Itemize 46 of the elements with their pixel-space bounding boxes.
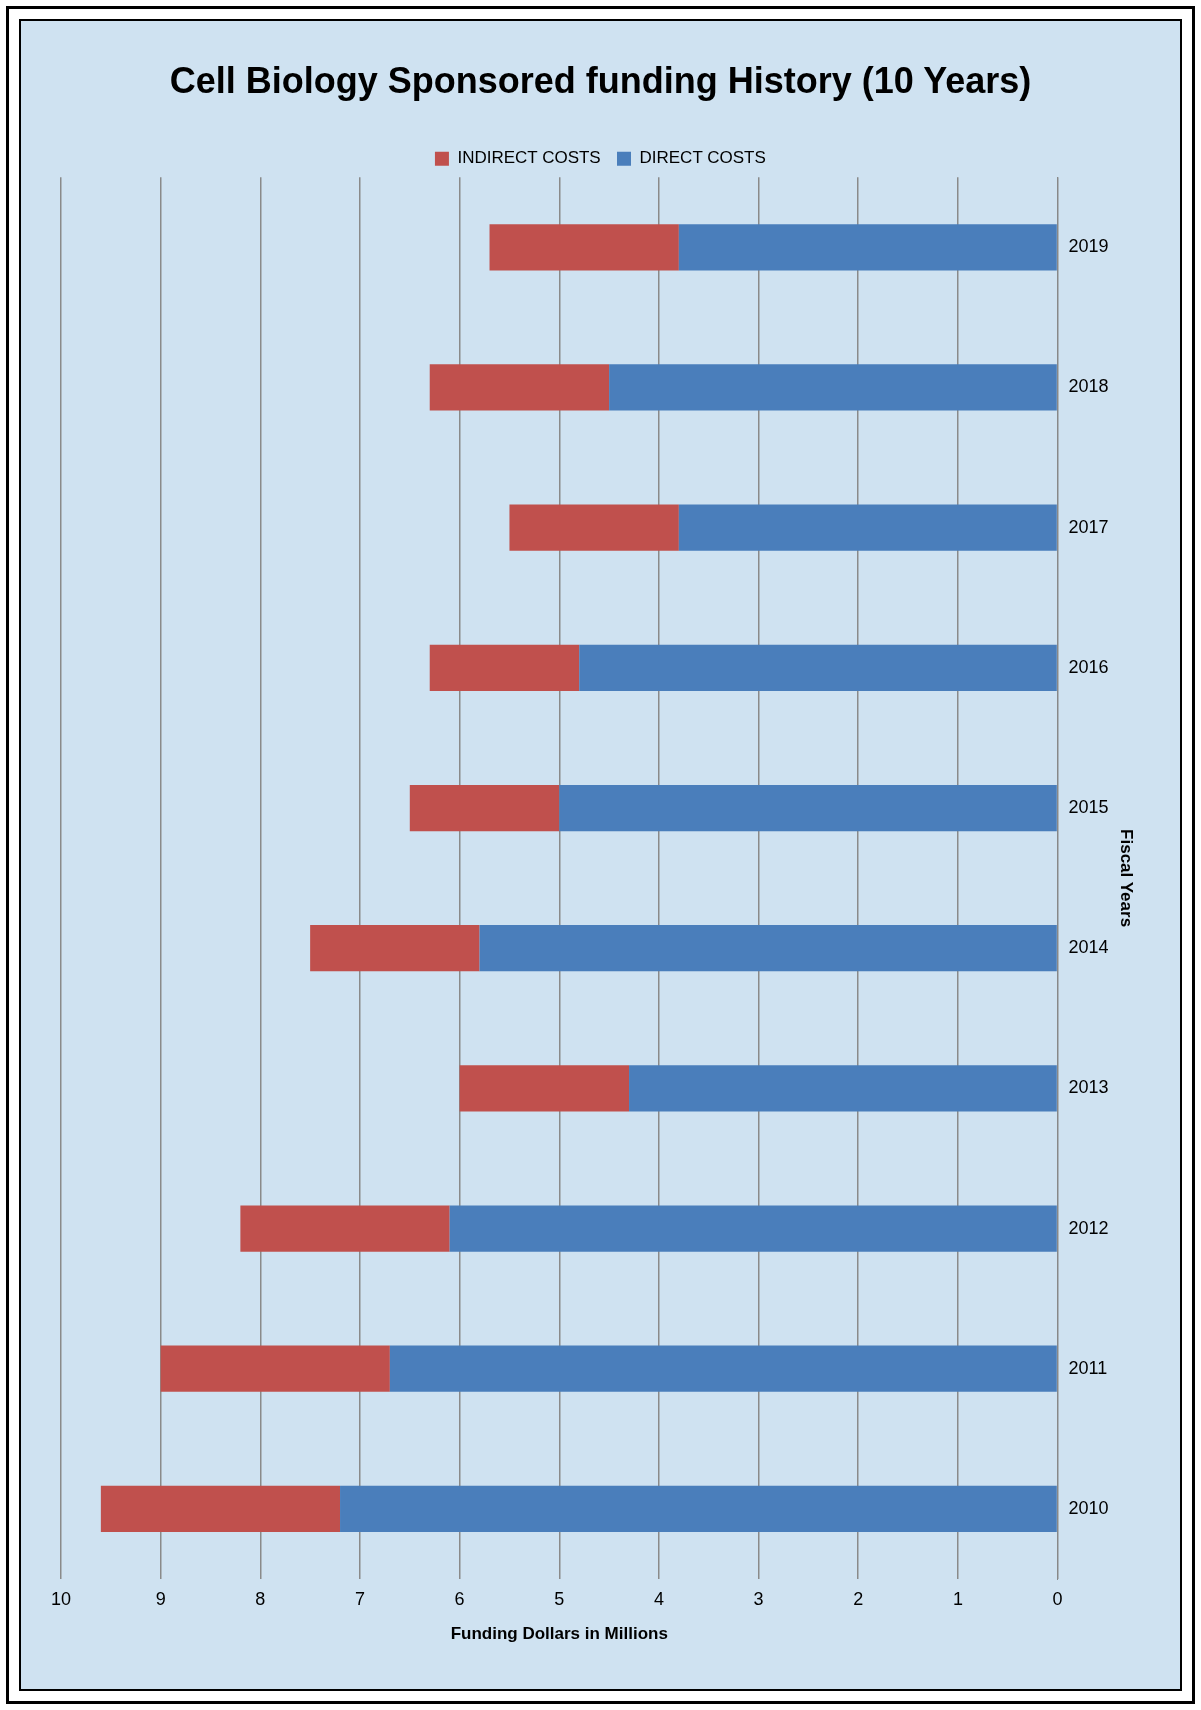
bar — [509, 504, 679, 551]
x-tick-label: 7 — [354, 1588, 365, 1609]
bar — [609, 364, 1057, 411]
bar — [459, 1065, 630, 1112]
bar — [240, 1205, 450, 1252]
bar — [449, 1205, 1057, 1252]
bar — [160, 1345, 390, 1392]
x-tick-label: 4 — [653, 1588, 664, 1609]
bar — [629, 1065, 1057, 1112]
y-tick-label: 2019 — [1068, 236, 1109, 257]
y-tick-label: 2017 — [1068, 516, 1109, 537]
y-tick-label: 2015 — [1068, 796, 1109, 817]
y-tick-label: 2013 — [1068, 1077, 1109, 1098]
bar — [678, 224, 1057, 271]
x-tick-label: 8 — [255, 1588, 266, 1609]
bar — [409, 784, 560, 832]
bar — [340, 1485, 1057, 1533]
x-tick-label: 9 — [155, 1588, 166, 1609]
x-tick-label: 10 — [50, 1588, 72, 1609]
y-tick-label: 2011 — [1068, 1357, 1108, 1378]
x-tick-label: 6 — [454, 1588, 465, 1609]
x-tick-label: 5 — [554, 1588, 565, 1609]
y-tick-label: 2016 — [1068, 656, 1109, 677]
y-tick-label: 2010 — [1068, 1497, 1109, 1518]
x-axis-title: Funding Dollars in Millions — [450, 1624, 668, 1644]
legend-label: INDIRECT COSTS — [457, 148, 601, 168]
bar — [489, 224, 679, 271]
y-axis-title: Fiscal Years — [1117, 829, 1137, 928]
bar — [389, 1345, 1057, 1392]
x-tick-label: 0 — [1052, 1588, 1063, 1609]
chart-title: Cell Biology Sponsored funding History (10 Years) — [169, 59, 1032, 101]
bar — [579, 644, 1057, 691]
bar — [479, 925, 1057, 972]
bar — [100, 1485, 341, 1533]
y-tick-label: 2014 — [1068, 937, 1109, 958]
bar — [429, 364, 610, 411]
x-tick-label: 2 — [853, 1588, 864, 1609]
legend-label: DIRECT COSTS — [639, 148, 766, 168]
bar — [429, 644, 580, 691]
y-tick-label: 2018 — [1068, 376, 1109, 397]
bar — [678, 504, 1057, 551]
x-tick-label: 3 — [753, 1588, 764, 1609]
y-tick-label: 2012 — [1068, 1217, 1109, 1238]
bar — [559, 784, 1057, 832]
bar — [310, 925, 480, 972]
x-tick-label: 1 — [952, 1588, 963, 1609]
